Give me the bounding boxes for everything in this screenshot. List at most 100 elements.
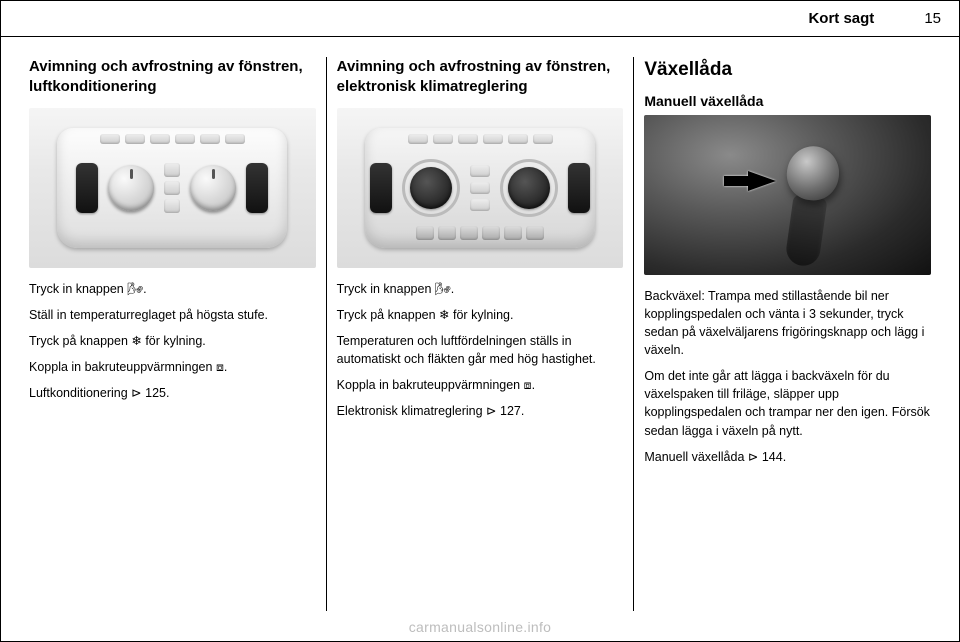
col3-p3: Manuell växellåda ⊳ 144. [644, 448, 931, 466]
panel-side-btn-left [370, 163, 392, 213]
col1-p1: Tryck in knappen 🌬. [29, 280, 316, 298]
ref-arrow-icon: ⊳ [131, 386, 141, 400]
text: Tryck in knappen [337, 282, 435, 296]
ref-arrow-icon: ⊳ [748, 450, 758, 464]
col1-p4: Koppla in bakruteuppvärmningen ⧈. [29, 358, 316, 376]
col2-p4: Koppla in bakruteuppvärmningen ⧈. [337, 376, 624, 394]
panel-btn [408, 134, 428, 144]
snowflake-icon: ❄ [131, 334, 141, 348]
panel-btn [175, 134, 195, 144]
panel-side-btn-right [568, 163, 590, 213]
text: för kylning. [142, 334, 206, 348]
gear-knob [784, 143, 843, 204]
column-3: Växellåda Manuell växellåda Backväxel: T… [633, 57, 941, 611]
panel-side-btn-right [246, 163, 268, 213]
panel-btn [150, 134, 170, 144]
col1-image-climate-panel [29, 108, 316, 268]
temp-knob-right [508, 167, 550, 209]
watermark-text: carmanualsonline.info [1, 619, 959, 635]
panel-knob-right [190, 165, 236, 211]
col2-image-electronic-climate [337, 108, 624, 268]
electronic-panel-frame [365, 128, 595, 248]
col3-heading: Växellåda [644, 57, 931, 83]
panel-bottom-buttons [365, 226, 595, 240]
text: . [224, 360, 227, 374]
manual-page: Kort sagt 15 Avimning och avfrostning av… [0, 0, 960, 642]
snowflake-icon: ❄ [439, 308, 449, 322]
content-columns: Avimning och avfrostning av fönstren, lu… [1, 37, 959, 611]
panel-btn [416, 226, 434, 240]
panel-btn [504, 226, 522, 240]
text: Tryck in knappen [29, 282, 127, 296]
col3-p2: Om det inte går att lägga i backväxeln f… [644, 367, 931, 440]
panel-top-buttons [57, 134, 287, 144]
defrost-icon: 🌬 [127, 282, 143, 296]
text: Tryck på knappen [337, 308, 439, 322]
page-header: Kort sagt 15 [1, 1, 959, 37]
text: Koppla in bakruteuppvärmningen [337, 378, 524, 392]
temp-knob-left [410, 167, 452, 209]
text: Luftkonditionering [29, 386, 131, 400]
rear-defog-icon: ⧈ [524, 378, 532, 392]
column-2: Avimning och avfrostning av fönstren, el… [326, 57, 634, 611]
col2-p1: Tryck in knappen 🌬. [337, 280, 624, 298]
rear-defog-icon: ⧈ [216, 360, 224, 374]
text: . [532, 378, 535, 392]
panel-btn [526, 226, 544, 240]
col2-p2: Tryck på knappen ❄ för kylning. [337, 306, 624, 324]
panel-btn [470, 182, 490, 194]
text: 144. [758, 450, 786, 464]
panel-btn [433, 134, 453, 144]
panel-btn [460, 226, 478, 240]
panel-btn [470, 199, 490, 211]
panel-btn [470, 165, 490, 177]
page-number: 15 [924, 10, 941, 27]
text: 127. [497, 404, 525, 418]
panel-btn [483, 134, 503, 144]
col3-p1: Backväxel: Trampa med stillastående bil … [644, 287, 931, 360]
gear-boot [785, 194, 828, 268]
text: . [143, 282, 146, 296]
panel-btn [200, 134, 220, 144]
col1-p3: Tryck på knappen ❄ för kylning. [29, 332, 316, 350]
ref-arrow-icon: ⊳ [486, 404, 496, 418]
panel-btn [508, 134, 528, 144]
panel-top-buttons [365, 134, 595, 144]
col2-p3: Temperaturen och luftfördelningen ställs… [337, 332, 624, 368]
panel-btn [438, 226, 456, 240]
panel-btn [225, 134, 245, 144]
col1-heading: Avimning och avfrostning av fönstren, lu… [29, 57, 316, 98]
col1-p5: Luftkonditionering ⊳ 125. [29, 384, 316, 402]
gear-stick [787, 164, 831, 267]
panel-btn [164, 199, 180, 213]
defrost-icon: 🌬 [435, 282, 451, 296]
panel-knob-left [108, 165, 154, 211]
panel-btn [533, 134, 553, 144]
panel-btn [164, 181, 180, 195]
temp-ring-left [402, 159, 460, 217]
panel-center-buttons [470, 165, 490, 211]
col1-p2: Ställ in temperaturreglaget på högsta st… [29, 306, 316, 324]
panel-btn [164, 163, 180, 177]
section-title: Kort sagt [808, 10, 874, 27]
text: för kylning. [450, 308, 514, 322]
col3-image-gearshift [644, 115, 931, 275]
text: . [451, 282, 454, 296]
panel-center-buttons [164, 163, 180, 213]
col2-heading: Avimning och avfrostning av fönstren, el… [337, 57, 624, 98]
text: Manuell växellåda [644, 450, 748, 464]
climate-panel-frame [57, 128, 287, 248]
text: Elektronisk klimatreglering [337, 404, 486, 418]
column-1: Avimning och avfrostning av fönstren, lu… [19, 57, 326, 611]
temp-ring-right [500, 159, 558, 217]
col3-subheading: Manuell växellåda [644, 93, 931, 109]
col2-p5: Elektronisk klimatreglering ⊳ 127. [337, 402, 624, 420]
gear-direction-arrow-icon [748, 171, 776, 191]
text: Koppla in bakruteuppvärmningen [29, 360, 216, 374]
panel-btn [125, 134, 145, 144]
panel-btn [482, 226, 500, 240]
text: 125. [142, 386, 170, 400]
panel-btn [100, 134, 120, 144]
panel-side-btn-left [76, 163, 98, 213]
panel-btn [458, 134, 478, 144]
